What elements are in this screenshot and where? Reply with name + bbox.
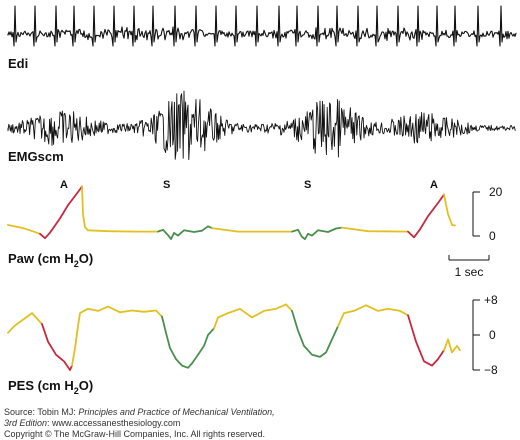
- pes-segment-neutral-6: [337, 304, 409, 328]
- edi-trace: [7, 5, 517, 47]
- marker-a-2: A: [430, 179, 438, 191]
- pes-segment-asynchrony-1: [41, 323, 73, 371]
- paw-tick-0: 0: [489, 229, 496, 243]
- pes-segment-neutral-0: [7, 312, 43, 334]
- paw-label-main: Paw (cm H: [8, 251, 74, 266]
- marker-a-1: A: [60, 179, 68, 191]
- pes-segment-synchrony-3: [161, 315, 215, 369]
- pes-tick-plus8: +8: [484, 293, 498, 307]
- source-book-title: Principles and Practice of Mechanical Ve…: [78, 407, 275, 417]
- pes-trace-group: [7, 303, 461, 371]
- paw-trace-group: [7, 185, 456, 240]
- source-copyright: Copyright © The McGraw-Hill Companies, I…: [4, 429, 266, 439]
- pes-tick-0: 0: [489, 328, 496, 342]
- pes-label-main: PES (cm H: [8, 378, 74, 393]
- pes-label-subscript: 2: [74, 386, 79, 396]
- pes-segment-neutral-2: [71, 305, 163, 367]
- edi-label: Edi: [8, 56, 28, 71]
- paw-segment-synchrony-5: [291, 226, 343, 240]
- pes-tick-minus8: −8: [484, 363, 498, 377]
- edi-trace-group: [7, 5, 517, 47]
- emgscm-label: EMGscm: [8, 149, 64, 164]
- paw-segment-neutral-0: [7, 224, 41, 235]
- source-prefix: Source: Tobin MJ:: [4, 407, 79, 417]
- pes-label: PES (cm H2O): [8, 378, 93, 396]
- pes-segment-asynchrony-7: [407, 314, 445, 367]
- source-line-2: 3rd Edition: www.accessanesthesiology.co…: [4, 418, 180, 428]
- time-scale-bar: 1 sec: [448, 255, 490, 279]
- pes-label-tail: O): [79, 378, 93, 393]
- paw-segment-neutral-2: [81, 185, 159, 233]
- marker-s-2: S: [304, 179, 311, 191]
- pes-segment-synchrony-5: [291, 310, 339, 358]
- paw-segment-neutral-6: [341, 226, 409, 233]
- paw-segment-asynchrony-7: [407, 193, 445, 239]
- paw-segment-neutral-4: [211, 227, 293, 233]
- emgscm-trace: [7, 90, 516, 161]
- source-line-1: Source: Tobin MJ: Principles and Practic…: [4, 407, 275, 417]
- source-edition: 3rd Edition: [4, 418, 48, 428]
- pes-segment-neutral-8: [443, 338, 461, 354]
- paw-segment-asynchrony-1: [39, 185, 83, 240]
- waveform-plot: Edi EMGscm Paw (cm H2O) PES (cm H2O) A S…: [7, 5, 517, 396]
- pes-axis: +8 0 −8: [472, 293, 498, 377]
- paw-segment-synchrony-3: [157, 225, 213, 240]
- paw-label: Paw (cm H2O): [8, 251, 93, 269]
- scale-bar-label: 1 sec: [455, 265, 484, 279]
- paw-label-tail: O): [79, 251, 93, 266]
- paw-segment-neutral-8: [443, 193, 456, 227]
- paw-label-subscript: 2: [74, 259, 79, 269]
- pes-segment-neutral-4: [213, 303, 293, 330]
- source-url: : www.accessanesthesiology.com: [47, 418, 181, 428]
- emgscm-trace-group: [7, 90, 516, 161]
- paw-tick-20: 20: [489, 185, 503, 199]
- marker-s-1: S: [163, 179, 170, 191]
- paw-axis: 20 0: [472, 185, 503, 243]
